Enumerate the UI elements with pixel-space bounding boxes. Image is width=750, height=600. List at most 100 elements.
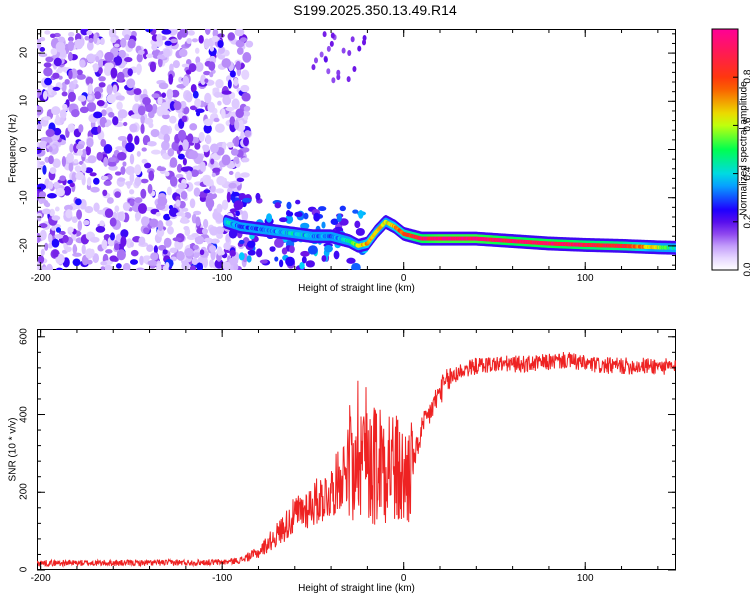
y-tick-label: 400 bbox=[18, 405, 30, 423]
transition-blob bbox=[321, 255, 327, 262]
noise-blob bbox=[221, 154, 231, 166]
noise-blob bbox=[105, 249, 113, 254]
noise-blob bbox=[37, 123, 43, 130]
noise-blob bbox=[180, 191, 188, 200]
noise-blob bbox=[67, 91, 76, 103]
noise-blob bbox=[53, 57, 62, 67]
noise-blob bbox=[61, 81, 67, 92]
noise-blob bbox=[48, 155, 54, 165]
noise-blob bbox=[184, 247, 194, 257]
noise-blob bbox=[93, 91, 102, 100]
transition-blob bbox=[274, 256, 279, 262]
noise-blob bbox=[140, 115, 146, 125]
noise-blob bbox=[231, 98, 240, 110]
noise-blob bbox=[162, 113, 170, 120]
spectrogram-blobs bbox=[37, 29, 676, 270]
noise-blob bbox=[245, 40, 254, 48]
noise-blob bbox=[199, 161, 206, 172]
noise-blob bbox=[55, 41, 66, 53]
noise-blob bbox=[235, 60, 242, 71]
spectrogram-svg bbox=[37, 29, 676, 270]
noise-blob bbox=[99, 37, 105, 46]
transition-blob bbox=[247, 249, 256, 256]
noise-blob bbox=[233, 77, 239, 86]
noise-blob bbox=[167, 148, 175, 157]
noise-blob bbox=[341, 47, 346, 54]
transition-blob bbox=[238, 252, 245, 261]
noise-blob bbox=[141, 158, 148, 164]
noise-blob bbox=[44, 77, 53, 86]
noise-blob bbox=[81, 163, 87, 173]
noise-blob bbox=[135, 267, 145, 270]
noise-blob bbox=[205, 134, 212, 145]
noise-blob bbox=[326, 45, 331, 52]
noise-blob bbox=[38, 223, 48, 229]
noise-blob bbox=[76, 209, 83, 220]
figure-title: S199.2025.350.13.49.R14 bbox=[293, 2, 457, 18]
spectrogram-x-label: Height of straight line (km) bbox=[298, 283, 415, 294]
noise-blob bbox=[127, 133, 133, 143]
noise-blob bbox=[203, 189, 211, 194]
noise-blob bbox=[189, 123, 198, 131]
noise-blob bbox=[98, 76, 106, 82]
noise-blob bbox=[322, 31, 327, 38]
noise-blob bbox=[76, 69, 83, 76]
transition-blob bbox=[352, 209, 359, 214]
noise-blob bbox=[59, 175, 66, 182]
noise-blob bbox=[67, 36, 74, 42]
noise-blob bbox=[150, 149, 161, 155]
noise-blob bbox=[179, 100, 187, 109]
noise-blob bbox=[212, 87, 220, 93]
transition-blob bbox=[231, 191, 240, 197]
noise-blob bbox=[210, 158, 215, 165]
noise-blob bbox=[115, 146, 124, 151]
transition-blob bbox=[238, 239, 245, 245]
transition-blob bbox=[235, 210, 240, 217]
noise-blob bbox=[56, 68, 63, 74]
noise-blob bbox=[182, 139, 189, 151]
noise-blob bbox=[172, 60, 180, 69]
noise-blob bbox=[115, 263, 122, 269]
noise-blob bbox=[210, 185, 216, 193]
noise-blob bbox=[71, 108, 80, 118]
noise-blob bbox=[74, 165, 82, 173]
noise-blob bbox=[53, 127, 62, 136]
snr-x-label: Height of straight line (km) bbox=[298, 583, 415, 594]
transition-blob bbox=[307, 245, 318, 255]
transition-blob bbox=[242, 197, 252, 203]
noise-blob bbox=[39, 161, 45, 166]
noise-blob bbox=[241, 69, 250, 80]
noise-blob bbox=[214, 258, 224, 269]
noise-blob bbox=[148, 170, 155, 181]
noise-blob bbox=[164, 40, 173, 46]
transition-blob bbox=[288, 245, 295, 254]
noise-blob bbox=[46, 193, 57, 199]
noise-blob bbox=[136, 65, 141, 76]
noise-blob bbox=[161, 29, 172, 35]
noise-blob bbox=[120, 166, 126, 175]
noise-blob bbox=[86, 94, 93, 101]
noise-blob bbox=[120, 37, 127, 48]
noise-blob bbox=[221, 90, 232, 95]
transition-blob bbox=[279, 217, 288, 223]
noise-blob bbox=[109, 217, 117, 227]
noise-blob bbox=[240, 172, 250, 178]
noise-blob bbox=[72, 244, 77, 255]
noise-blob bbox=[157, 220, 164, 232]
noise-blob bbox=[162, 249, 168, 255]
noise-blob bbox=[165, 219, 173, 227]
noise-blob bbox=[89, 236, 100, 243]
transition-blob bbox=[346, 257, 356, 264]
noise-blob bbox=[65, 246, 72, 253]
noise-blob bbox=[156, 33, 163, 43]
noise-blob bbox=[192, 90, 199, 99]
noise-blob bbox=[84, 205, 94, 214]
noise-blob bbox=[205, 198, 215, 209]
transition-blob bbox=[330, 218, 339, 225]
noise-blob bbox=[151, 93, 160, 99]
noise-blob bbox=[212, 29, 219, 39]
noise-blob bbox=[123, 121, 128, 127]
noise-blob bbox=[147, 183, 153, 194]
transition-blob bbox=[333, 250, 340, 260]
noise-blob bbox=[114, 171, 122, 176]
